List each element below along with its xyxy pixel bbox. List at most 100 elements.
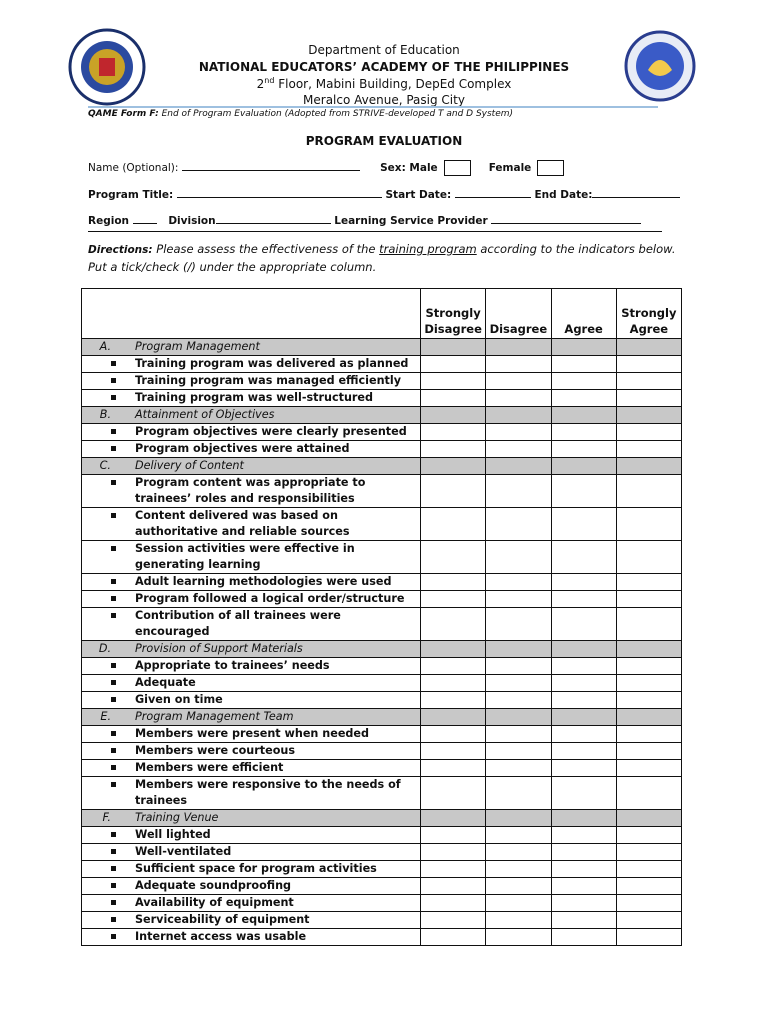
bullet — [111, 917, 116, 922]
bullet — [111, 378, 116, 383]
item-row: Session activities were effective in gen… — [81, 540, 683, 574]
rating-cell — [419, 877, 487, 895]
section-title: Program Management Team — [135, 710, 294, 723]
rating-cell — [419, 674, 487, 692]
field-row: Program Title: Start Date: End Date: — [88, 187, 681, 201]
item-cell: Session activities were effective in gen… — [81, 540, 421, 574]
rating-cell — [615, 540, 683, 574]
rating-cell — [419, 406, 487, 424]
item-text: Program content was appropriate to train… — [135, 476, 366, 505]
rating-cell — [485, 573, 552, 591]
header-row: Strongly Disagree Disagree Agree Strongly A… — [81, 288, 683, 339]
header-line: Department of Education — [308, 43, 460, 57]
rating-cell — [419, 894, 487, 912]
rating-cell — [485, 540, 552, 574]
rating-cell — [550, 657, 617, 675]
item-text: Members were responsive to the needs of … — [135, 778, 401, 807]
rating-cell — [615, 691, 683, 709]
item-row: Contribution of all trainees were encour… — [81, 607, 683, 641]
text: QAME Form F: — [88, 109, 159, 119]
rating-cell — [550, 573, 617, 591]
item-cell: Training program was managed efficiently — [81, 372, 421, 390]
rating-cell — [419, 540, 487, 574]
bullet — [111, 934, 116, 939]
column-header: Strongly Disagree — [419, 288, 487, 339]
rating-cell — [615, 640, 683, 658]
rating-cell — [550, 372, 617, 390]
item-cell: Program objectives were clearly presente… — [81, 423, 421, 441]
item-text: Program objectives were clearly presente… — [135, 425, 407, 438]
divider — [88, 231, 662, 232]
rating-cell — [419, 607, 487, 641]
bullet — [111, 446, 116, 451]
item-cell: Adequate soundproofing — [81, 877, 421, 895]
rating-cell — [615, 742, 683, 760]
rating-cell — [485, 928, 552, 946]
rating-cell — [615, 725, 683, 743]
rating-cell — [419, 423, 487, 441]
item-cell: Program followed a logical order/structu… — [81, 590, 421, 608]
item-cell: Appropriate to trainees’ needs — [81, 657, 421, 675]
rating-cell — [419, 843, 487, 861]
rating-cell — [615, 607, 683, 641]
item-cell: Program content was appropriate to train… — [81, 474, 421, 508]
section-title: Delivery of Content — [135, 459, 244, 472]
item-text: Adult learning methodologies were used — [135, 575, 392, 588]
item-cell: Adult learning methodologies were used — [81, 573, 421, 591]
rating-cell — [419, 657, 487, 675]
rating-cell — [485, 860, 552, 878]
rating-cell — [485, 607, 552, 641]
column-header: Disagree — [485, 288, 552, 339]
rating-cell — [419, 776, 487, 810]
item-cell: Contribution of all trainees were encour… — [81, 607, 421, 641]
rating-cell — [550, 826, 617, 844]
bullet — [111, 361, 116, 366]
rating-cell — [485, 440, 552, 458]
text: End Date: — [534, 189, 593, 201]
rating-cell — [485, 725, 552, 743]
rating-cell — [485, 742, 552, 760]
rating-cell — [550, 474, 617, 508]
directions: Directions: Please assess the effectiven… — [88, 241, 675, 276]
item-row: Appropriate to trainees’ needs — [81, 657, 683, 675]
rating-cell — [419, 640, 487, 658]
item-text: Content delivered was based on authorita… — [135, 509, 350, 538]
text: according to the indicators below. — [480, 242, 676, 256]
item-cell: Well-ventilated — [81, 843, 421, 861]
rating-cell — [485, 389, 552, 407]
section-letter: B. — [99, 408, 111, 421]
rating-cell — [485, 423, 552, 441]
rating-cell — [485, 877, 552, 895]
header-line: Meralco Avenue, Pasig City — [303, 93, 465, 107]
section-row: D. Provision of Support Materials — [81, 640, 683, 658]
header-line: NATIONAL EDUCATORS’ ACADEMY OF THE PHILI… — [198, 60, 570, 74]
field-row: Region Division Learning Service Provide… — [88, 213, 642, 227]
item-text: Program followed a logical order/structu… — [135, 592, 405, 605]
rating-cell — [419, 372, 487, 390]
rating-cell — [615, 507, 683, 541]
item-row: Program objectives were attained — [81, 440, 683, 458]
rating-cell — [419, 474, 487, 508]
rating-cell — [485, 843, 552, 861]
rating-cell — [485, 708, 552, 726]
item-text: Training program was well-structured — [135, 391, 374, 404]
rating-cell — [485, 674, 552, 692]
bullet — [111, 663, 116, 668]
rating-cell — [615, 389, 683, 407]
bullet — [111, 546, 116, 551]
rating-cell — [550, 440, 617, 458]
rating-cell — [419, 389, 487, 407]
rating-cell — [550, 674, 617, 692]
rating-cell — [615, 474, 683, 508]
rating-cell — [419, 860, 487, 878]
column-header: Strongly Agree — [615, 288, 683, 339]
rating-cell — [615, 338, 683, 356]
item-row: Program content was appropriate to train… — [81, 474, 683, 508]
rating-cell — [615, 860, 683, 878]
rating-cell — [615, 372, 683, 390]
section-cell: A. Program Management — [81, 338, 421, 356]
rating-cell — [615, 928, 683, 946]
rating-cell — [550, 457, 617, 475]
rating-cell — [419, 928, 487, 946]
